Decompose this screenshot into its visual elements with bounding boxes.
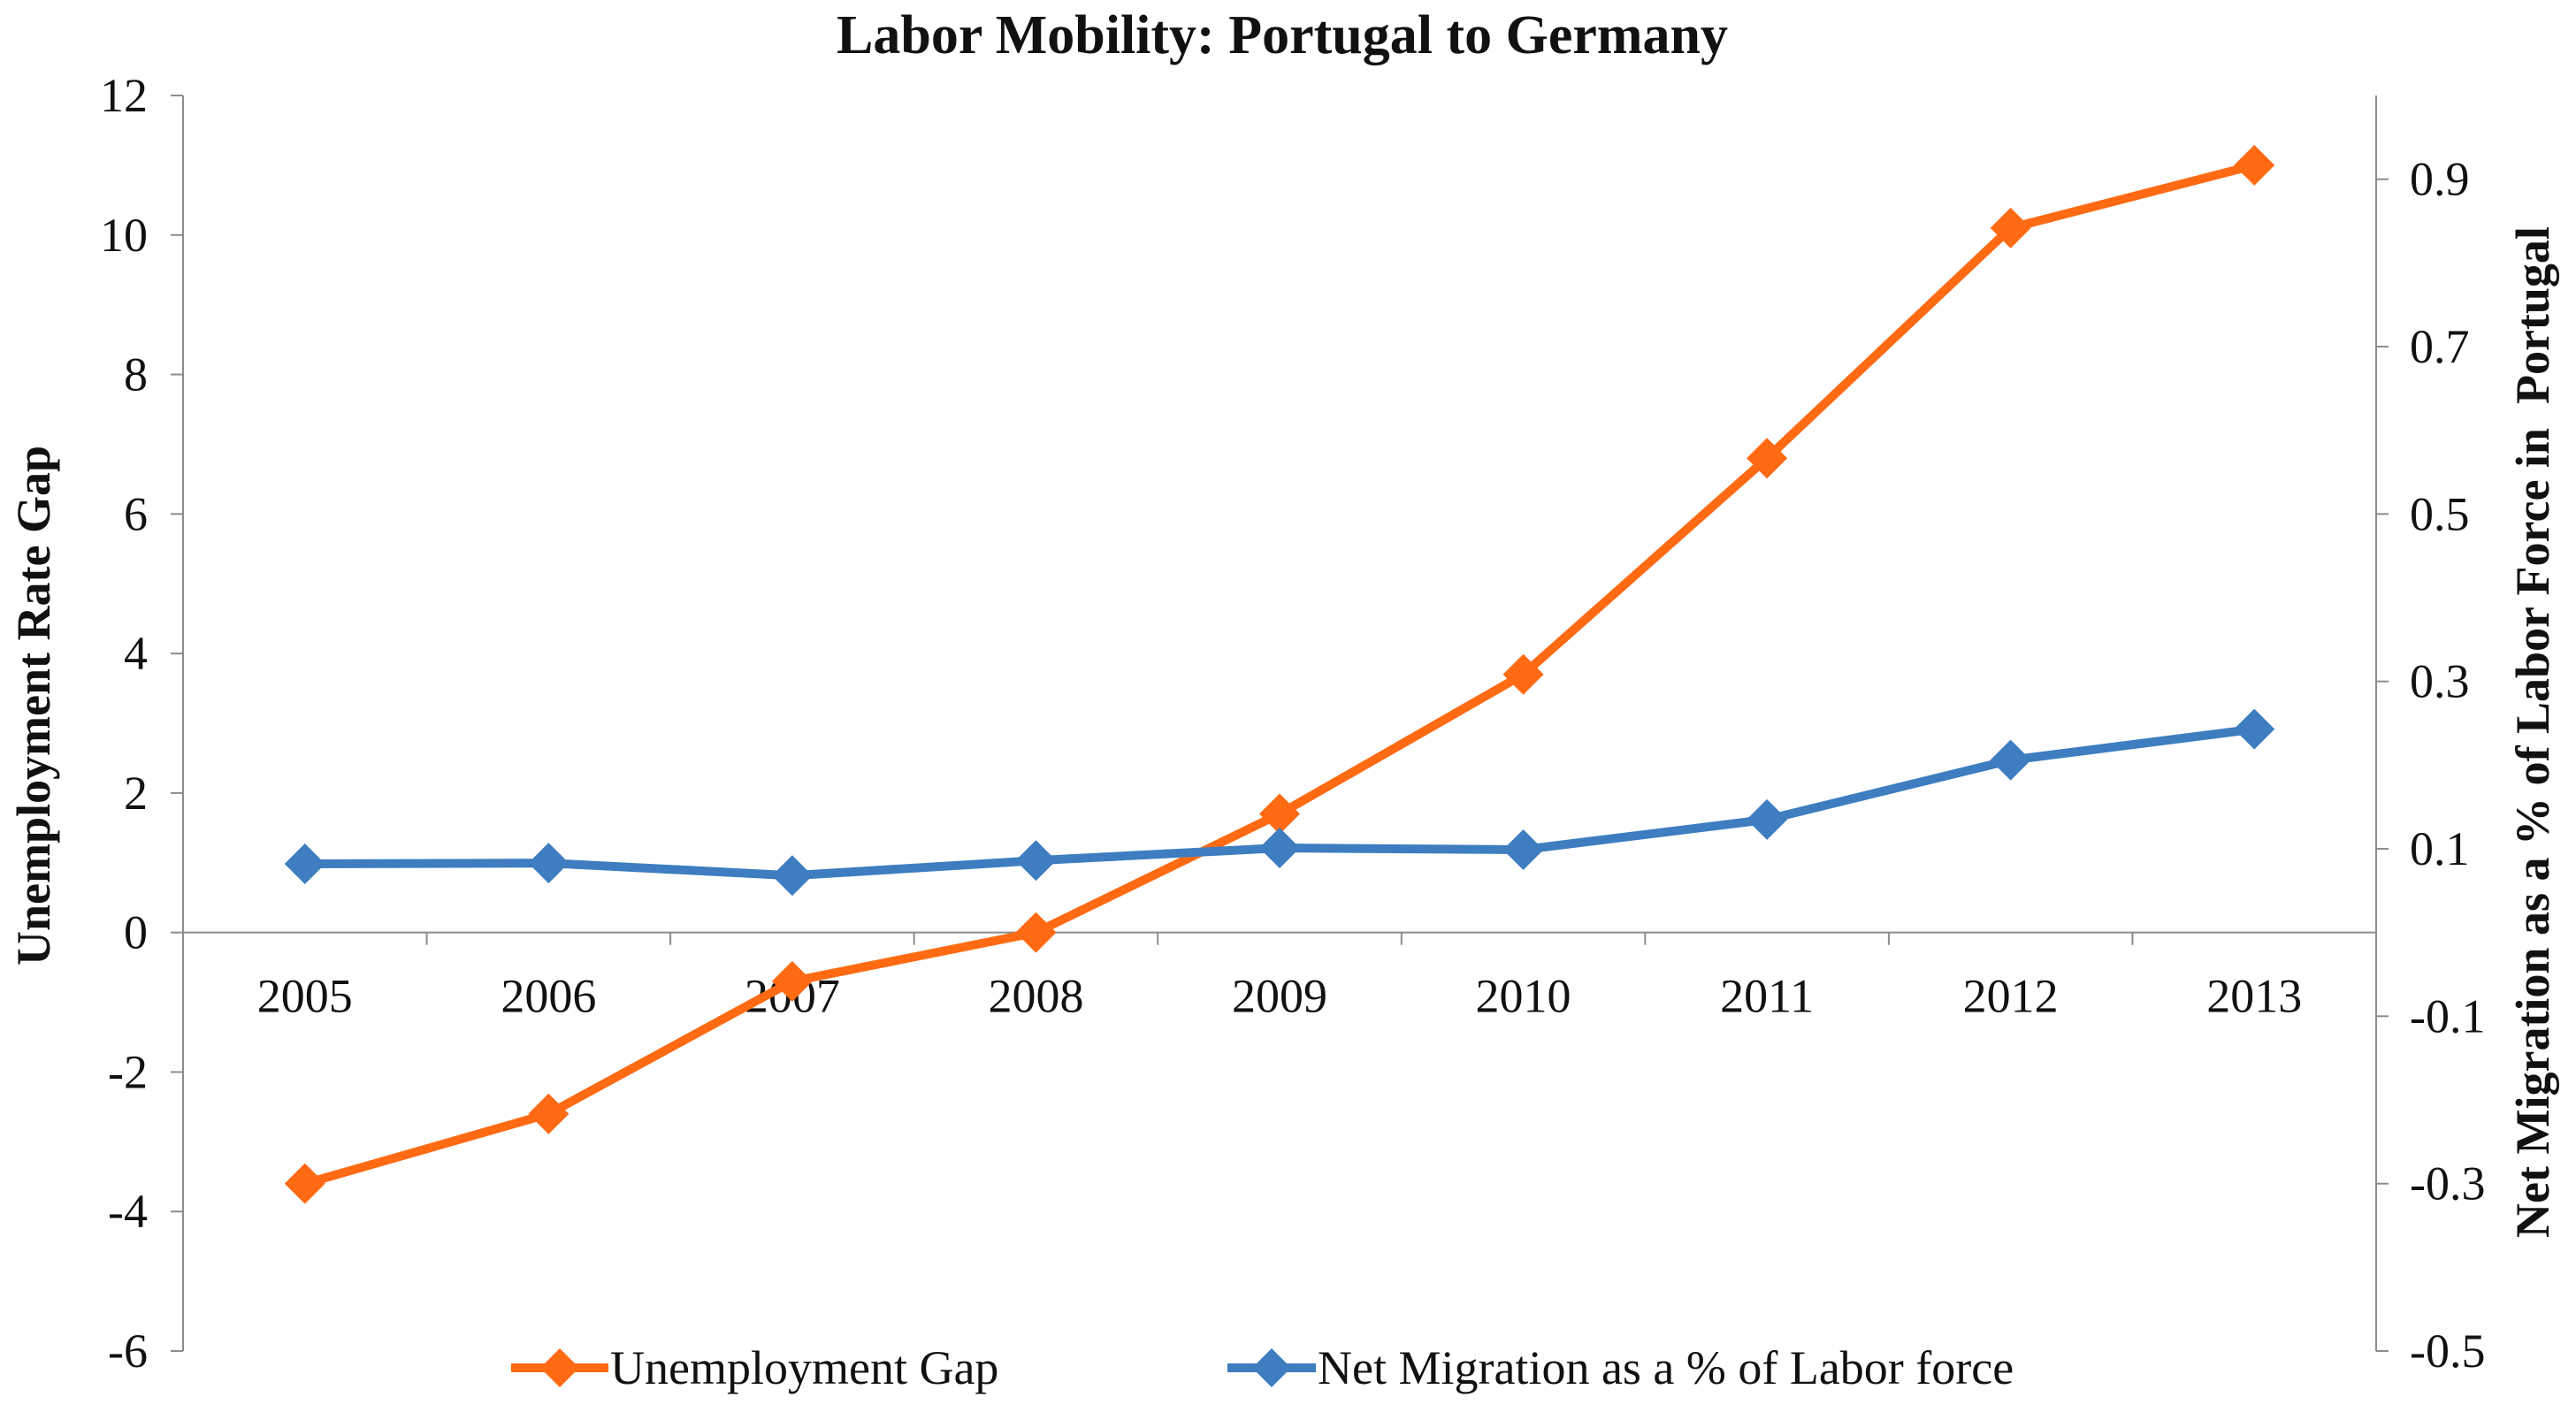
chart-title: Labor Mobility: Portugal to Germany	[837, 5, 1728, 65]
right-axis-title: Net Migration as a % of Labor Force in P…	[2506, 226, 2559, 1238]
series-2-point	[1747, 798, 1788, 840]
series-1-point	[1990, 207, 2031, 248]
left-tick-label: 12	[100, 69, 148, 122]
right-tick-label: 0.5	[2410, 487, 2470, 540]
x-tick-label: 2013	[2206, 970, 2302, 1023]
x-tick-label: 2012	[1963, 970, 2059, 1023]
x-tick-label: 2005	[257, 970, 353, 1023]
series-2-point	[2234, 708, 2275, 750]
series-2-point	[1259, 828, 1300, 869]
series-1-point	[528, 1093, 569, 1134]
series-1-point	[771, 960, 813, 1002]
right-tick-label: 0.9	[2410, 153, 2470, 206]
series-1-point	[284, 1163, 325, 1204]
left-tick-label: -4	[108, 1185, 148, 1238]
series-2-point	[528, 843, 569, 884]
series-1-point	[1015, 912, 1057, 953]
series-1-point	[1747, 438, 1788, 479]
legend-label-2: Net Migration as a % of Labor force	[1318, 1341, 2014, 1394]
x-tick-label: 2011	[1720, 970, 1814, 1023]
x-tick-label: 2009	[1232, 970, 1327, 1023]
series-2-point	[1990, 739, 2031, 781]
x-tick-label: 2010	[1476, 970, 1571, 1023]
series-2-point	[1502, 828, 1544, 870]
legend-swatch-marker-1	[540, 1348, 579, 1387]
left-tick-label: -6	[108, 1325, 148, 1378]
left-tick-label: -2	[108, 1045, 148, 1098]
series-2-point	[771, 855, 813, 897]
right-tick-label: -0.1	[2410, 989, 2485, 1042]
series-1-point	[2234, 144, 2275, 186]
series-line-1	[300, 160, 2259, 1188]
legend-label-1: Unemployment Gap	[610, 1341, 998, 1394]
right-tick-label: -0.5	[2410, 1325, 2485, 1378]
left-tick-label: 2	[124, 767, 148, 820]
right-tick-label: 0.3	[2410, 655, 2470, 708]
series-2-point	[1015, 840, 1057, 882]
right-tick-label: 0.7	[2410, 320, 2470, 373]
series-1-point	[1502, 653, 1544, 695]
left-axis-title: Unemployment Rate Gap	[7, 446, 60, 966]
right-tick-label: -0.3	[2410, 1157, 2485, 1210]
series-2-point	[284, 844, 325, 885]
legend-swatch-marker-2	[1252, 1348, 1291, 1387]
left-tick-label: 8	[124, 348, 148, 401]
axes: 12 10 8 6 4 2 0 -2 -4 -6 0.9 0.7 0.5 0.3 0.1 -0.1 -0.3 -0…	[7, 69, 2559, 1378]
series-layer	[284, 144, 2275, 1204]
left-tick-label: 0	[124, 906, 148, 959]
series-1-point	[1259, 793, 1300, 835]
left-tick-label: 10	[100, 209, 148, 262]
legend: Unemployment Gap Net Migration as a % of …	[511, 1341, 2014, 1394]
x-tick-label: 2006	[501, 970, 596, 1023]
x-tick-label: 2008	[988, 970, 1083, 1023]
left-tick-label: 6	[124, 487, 148, 540]
right-tick-label: 0.1	[2410, 822, 2470, 875]
left-tick-label: 4	[124, 627, 148, 680]
